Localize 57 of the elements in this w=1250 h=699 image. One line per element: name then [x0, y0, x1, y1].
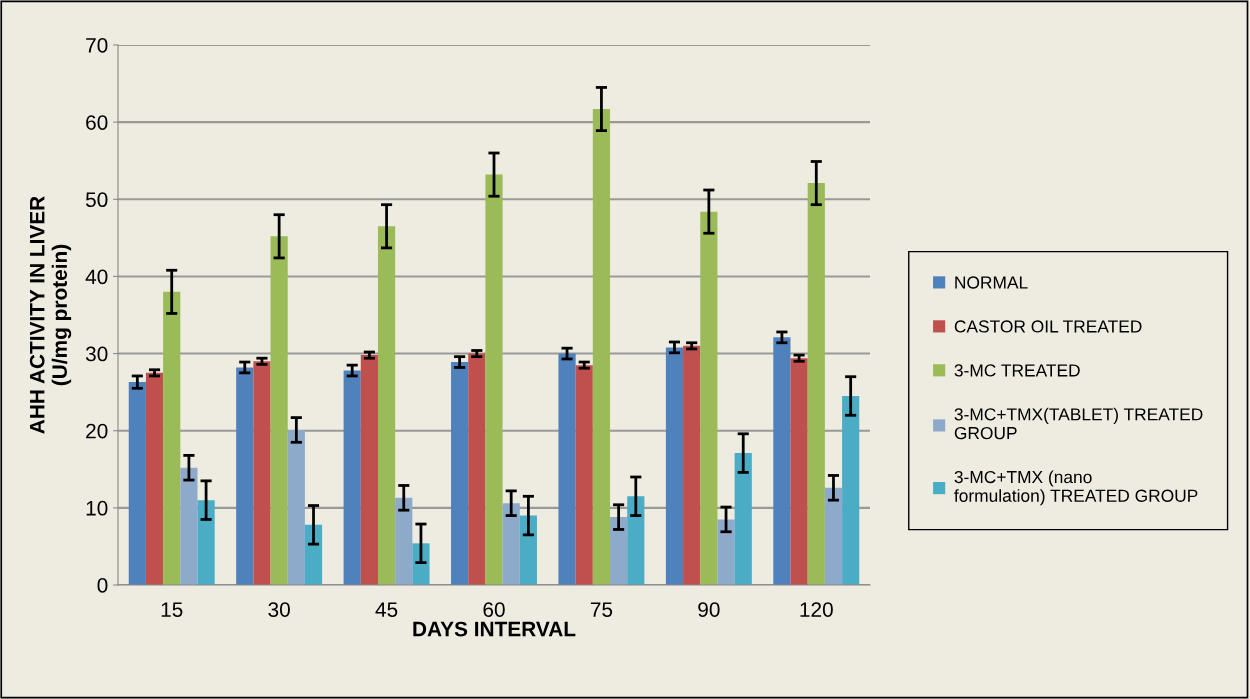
bar — [610, 517, 628, 585]
legend-label: 3-MC+TMX (nano formulation) TREATED GROUP — [954, 470, 1198, 506]
bar — [451, 362, 469, 585]
bar — [842, 396, 860, 585]
y-tick-label: 10 — [86, 500, 108, 516]
bar — [807, 183, 825, 585]
bar — [163, 291, 181, 585]
bar — [270, 236, 288, 585]
bar — [592, 109, 611, 585]
bar — [575, 365, 593, 585]
bar — [253, 361, 271, 585]
y-tick-label: 60 — [86, 115, 108, 130]
bar — [145, 372, 164, 585]
bar — [790, 358, 808, 585]
bar — [412, 543, 430, 585]
bar — [502, 503, 520, 585]
y-tick-label: 30 — [85, 346, 108, 362]
bar — [485, 174, 503, 585]
x-tick-label: 75 — [590, 602, 613, 617]
bar — [665, 347, 684, 585]
bar — [700, 211, 718, 585]
y-tick-label: 20 — [86, 423, 108, 439]
x-axis-title: DAYS INTERVAL — [413, 621, 576, 637]
x-tick-label: 45 — [375, 602, 398, 617]
legend-label: 3-MC TREATED — [954, 364, 1080, 377]
bar — [128, 382, 146, 585]
bar — [236, 367, 254, 585]
bar — [627, 496, 645, 585]
bar — [468, 353, 486, 585]
bar — [395, 497, 413, 585]
bar — [558, 353, 576, 585]
bar — [197, 500, 215, 585]
bar — [734, 453, 752, 585]
legend-label: 3-MC+TMX(TABLET) TREATED GROUP — [954, 407, 1203, 440]
x-tick-label: 90 — [698, 602, 720, 617]
legend-label: CASTOR OIL TREATED — [954, 320, 1142, 333]
bar — [717, 519, 735, 585]
x-tick-label: 15 — [161, 602, 183, 617]
bar — [519, 515, 537, 585]
x-tick-label: 60 — [483, 602, 505, 617]
bar — [180, 467, 198, 585]
legend-label: NORMAL — [955, 276, 1028, 289]
bar — [683, 345, 701, 585]
y-tick-label: 50 — [85, 192, 108, 208]
y-tick-label: 40 — [85, 269, 108, 285]
bar — [287, 429, 305, 585]
bar — [773, 337, 791, 585]
y-axis-title: AHH ACTIVITY IN LIVER (U/mg protein) — [29, 196, 72, 434]
bar — [304, 524, 323, 585]
bar — [377, 226, 396, 585]
y-tick-label: 0 — [97, 578, 108, 593]
x-tick-label: 120 — [800, 602, 833, 617]
x-tick-label: 30 — [268, 602, 290, 617]
bar — [343, 370, 361, 585]
bar — [824, 487, 843, 585]
y-tick-label: 70 — [86, 38, 108, 53]
bar — [360, 355, 378, 585]
